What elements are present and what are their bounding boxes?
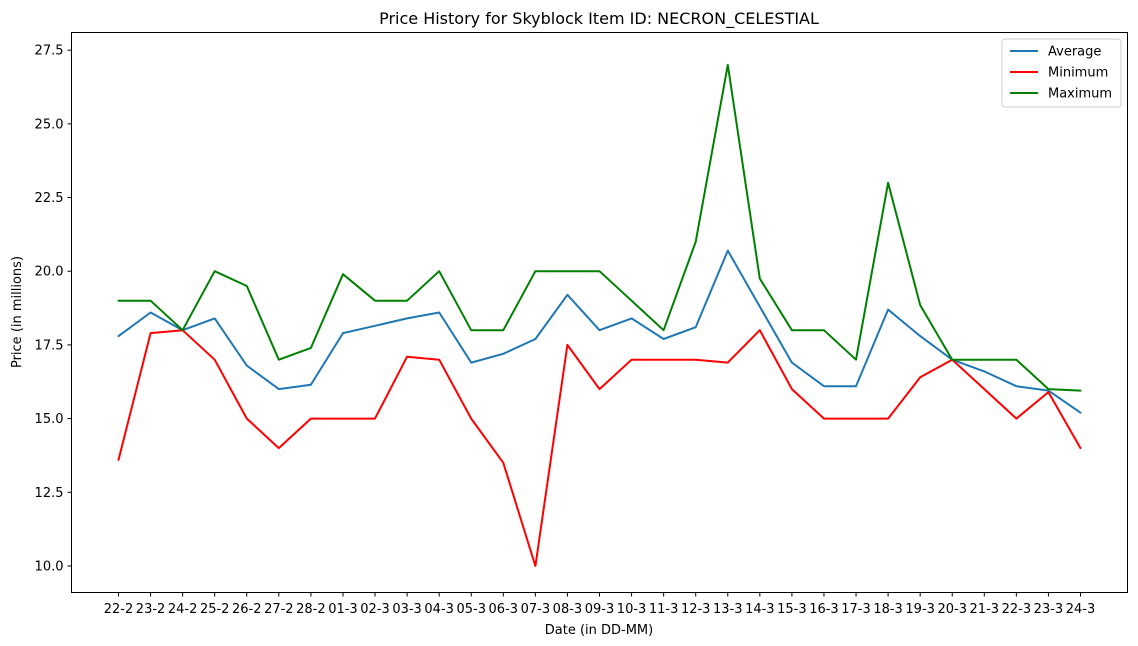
x-tick-label: 23-3 [1034,602,1064,617]
x-tick-label: 20-3 [937,602,967,617]
legend: Average Minimum Maximum [1001,38,1122,108]
x-tick-label: 08-3 [553,602,583,617]
x-tick-label: 26-2 [232,602,262,617]
x-tick-label: 01-3 [328,602,358,617]
series-line-maximum [117,63,1082,392]
y-tick-label: 12.5 [35,486,64,501]
y-axis-label: Price (in millions) [10,256,25,368]
legend-label-minimum: Minimum [1048,66,1108,81]
y-tick-label: 10.0 [35,559,64,574]
x-tick-label: 24-3 [1066,602,1096,617]
x-tick-label: 10-3 [617,602,647,617]
x-tick-label: 07-3 [521,602,551,617]
x-tick-label: 16-3 [809,602,839,617]
x-tick-label: 22-2 [104,602,134,617]
x-tick-label: 27-2 [264,602,294,617]
x-axis-label: Date (in DD-MM) [545,623,653,638]
x-tick-label: 02-3 [360,602,390,617]
y-tick-label: 25.0 [35,117,64,132]
y-tick-label: 22.5 [35,191,64,206]
series-line-minimum [117,329,1082,567]
plot-frame [71,32,1128,593]
x-tick-label: 23-2 [136,602,166,617]
x-tick-label: 11-3 [649,602,679,617]
x-tick-label: 22-3 [1002,602,1032,617]
x-tick-label: 04-3 [424,602,454,617]
x-tick-label: 06-3 [489,602,519,617]
y-tick-label: 17.5 [35,338,64,353]
x-tick-label: 28-2 [296,602,326,617]
x-tick-label: 03-3 [392,602,422,617]
series-line-average [117,249,1082,414]
y-tick-label: 15.0 [35,412,64,427]
x-axis: 22-2 23-2 24-2 25-2 26-2 27-2 28-2 01-3 02-3 03-3… [104,592,1096,617]
x-tick-label: 25-2 [200,602,230,617]
y-tick-label: 20.0 [35,265,64,280]
x-tick-label: 21-3 [970,602,1000,617]
x-tick-label: 18-3 [873,602,903,617]
x-tick-label: 19-3 [905,602,935,617]
chart-title: Price History for Skyblock Item ID: NECR… [379,9,819,29]
x-tick-label: 15-3 [777,602,807,617]
legend-label-maximum: Maximum [1048,87,1112,102]
x-tick-label: 13-3 [713,602,743,617]
y-tick-label: 27.5 [35,44,64,59]
x-tick-label: 12-3 [681,602,711,617]
y-axis: 10.0 12.5 15.0 17.5 20.0 22.5 25.0 27.5 [35,44,72,574]
x-tick-label: 09-3 [585,602,615,617]
x-tick-label: 05-3 [456,602,486,617]
x-tick-label: 17-3 [841,602,871,617]
legend-box [1001,38,1122,108]
x-tick-label: 14-3 [745,602,775,617]
x-tick-label: 24-2 [168,602,198,617]
legend-label-average: Average [1048,45,1101,60]
